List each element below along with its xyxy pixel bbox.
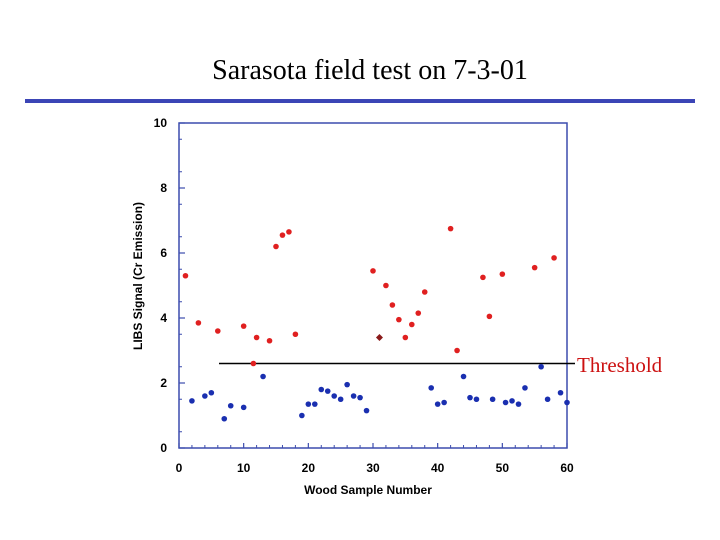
x-tick-label: 10 bbox=[237, 461, 251, 475]
x-tick-label: 30 bbox=[366, 461, 380, 475]
slide-title: Sarasota field test on 7-3-01 bbox=[212, 55, 528, 86]
data-point bbox=[202, 393, 208, 399]
y-tick-label: 0 bbox=[160, 441, 167, 455]
data-point bbox=[350, 393, 357, 399]
data-point bbox=[434, 401, 441, 407]
plot-frame bbox=[178, 122, 568, 449]
data-point bbox=[286, 229, 292, 235]
data-point bbox=[189, 398, 195, 404]
data-point bbox=[421, 289, 428, 295]
data-point bbox=[544, 396, 551, 403]
data-point bbox=[538, 363, 544, 370]
data-point bbox=[515, 401, 522, 407]
data-point bbox=[312, 401, 318, 407]
y-tick-label: 10 bbox=[154, 116, 168, 130]
data-point bbox=[331, 393, 338, 399]
x-tick-label: 40 bbox=[431, 461, 445, 475]
data-point bbox=[240, 323, 247, 329]
data-point bbox=[260, 373, 266, 380]
data-point bbox=[375, 334, 383, 341]
y-tick-label: 6 bbox=[160, 246, 167, 260]
data-point bbox=[370, 268, 376, 274]
data-point bbox=[489, 396, 496, 403]
data-point bbox=[467, 394, 473, 401]
data-point bbox=[447, 225, 454, 232]
data-point bbox=[273, 243, 279, 250]
x-axis-label: Wood Sample Number bbox=[304, 483, 432, 497]
data-point bbox=[253, 334, 260, 341]
data-point bbox=[551, 255, 557, 261]
data-point bbox=[221, 415, 228, 422]
data-point bbox=[195, 320, 202, 326]
x-tick-label: 20 bbox=[302, 461, 316, 475]
data-point bbox=[531, 264, 538, 271]
data-point bbox=[292, 331, 299, 338]
data-point bbox=[396, 316, 402, 323]
data-point bbox=[564, 399, 570, 406]
data-point bbox=[383, 282, 389, 289]
data-point bbox=[363, 407, 370, 414]
y-axis-label: LIBS Signal (Cr Emission) bbox=[131, 202, 145, 350]
data-point bbox=[460, 373, 467, 380]
data-point bbox=[337, 396, 344, 403]
data-point bbox=[266, 337, 273, 344]
x-tick-label: 50 bbox=[496, 461, 510, 475]
y-tick-label: 8 bbox=[160, 181, 167, 195]
data-point bbox=[250, 360, 257, 367]
data-point bbox=[441, 399, 447, 406]
threshold-label: Threshold bbox=[577, 353, 663, 377]
data-point bbox=[324, 388, 331, 394]
data-point bbox=[240, 404, 247, 411]
data-point bbox=[215, 328, 221, 334]
data-point bbox=[227, 402, 234, 409]
data-point bbox=[415, 310, 422, 316]
data-point bbox=[499, 271, 506, 277]
data-point bbox=[208, 389, 215, 396]
data-point bbox=[344, 381, 350, 388]
data-point bbox=[357, 394, 363, 401]
data-point bbox=[305, 401, 312, 407]
data-point bbox=[409, 321, 415, 328]
x-tick-label: 0 bbox=[176, 461, 183, 475]
data-point bbox=[279, 232, 286, 238]
x-tick-label: 60 bbox=[560, 461, 574, 475]
data-point bbox=[182, 272, 189, 279]
data-point bbox=[454, 347, 460, 354]
data-point bbox=[486, 313, 493, 320]
data-point bbox=[299, 412, 305, 419]
title-divider bbox=[25, 99, 695, 103]
y-tick-label: 4 bbox=[160, 311, 167, 325]
data-point bbox=[428, 385, 435, 391]
data-point bbox=[509, 398, 515, 404]
data-point bbox=[389, 302, 396, 308]
data-point bbox=[473, 396, 480, 403]
data-point bbox=[318, 386, 325, 393]
y-tick-label: 2 bbox=[160, 376, 167, 390]
data-point bbox=[502, 399, 509, 406]
data-point bbox=[557, 389, 564, 396]
data-point bbox=[402, 334, 409, 341]
data-point bbox=[522, 385, 528, 391]
data-point bbox=[480, 274, 486, 281]
